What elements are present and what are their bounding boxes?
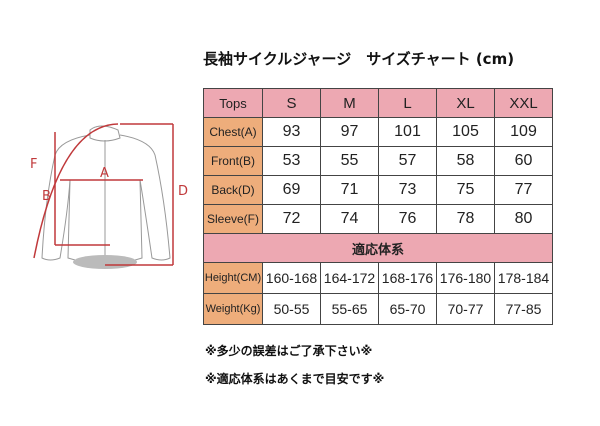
cell: 77 bbox=[494, 175, 553, 205]
cell: 58 bbox=[436, 146, 495, 176]
label-b: B bbox=[42, 189, 51, 204]
chart-title: 長袖サイクルジャージ サイズチャート (cm) bbox=[203, 50, 515, 68]
cell: 78 bbox=[436, 204, 495, 234]
note-tolerance: ※多少の誤差はご了承下さい※ bbox=[205, 344, 373, 358]
cell: 55-65 bbox=[320, 293, 379, 325]
cell: 60 bbox=[494, 146, 553, 176]
cell: 75 bbox=[436, 175, 495, 205]
size-header: XL bbox=[436, 88, 495, 118]
size-header: M bbox=[320, 88, 379, 118]
cell: 65-70 bbox=[378, 293, 437, 325]
cell: 105 bbox=[436, 117, 495, 147]
table-row: Sleeve(F) 72 74 76 78 80 bbox=[203, 204, 553, 234]
cell: 164-172 bbox=[320, 262, 379, 294]
body-type-banner: 適応体系 bbox=[203, 233, 553, 263]
cell: 50-55 bbox=[262, 293, 321, 325]
cell: 76 bbox=[378, 204, 437, 234]
table-row: Back(D) 69 71 73 75 77 bbox=[203, 175, 553, 205]
cell: 101 bbox=[378, 117, 437, 147]
table-row: Chest(A) 93 97 101 105 109 bbox=[203, 117, 553, 147]
size-table: Tops S M L XL XXL Chest(A) 93 97 101 105… bbox=[203, 88, 553, 325]
cell: 69 bbox=[262, 175, 321, 205]
cell: 80 bbox=[494, 204, 553, 234]
row-label: Front(B) bbox=[203, 146, 263, 176]
row-label: Sleeve(F) bbox=[203, 204, 263, 234]
header-row: Tops S M L XL XXL bbox=[203, 88, 553, 118]
row-label: Back(D) bbox=[203, 175, 263, 205]
table-row: Weight(Kg) 50-55 55-65 65-70 70-77 77-85 bbox=[203, 293, 553, 325]
cell: 93 bbox=[262, 117, 321, 147]
cell: 168-176 bbox=[378, 262, 437, 294]
cell: 77-85 bbox=[494, 293, 553, 325]
row-label: Weight(Kg) bbox=[203, 293, 263, 325]
row-label: Chest(A) bbox=[203, 117, 263, 147]
cell: 71 bbox=[320, 175, 379, 205]
label-a: A bbox=[100, 166, 109, 181]
cell: 178-184 bbox=[494, 262, 553, 294]
banner-row: 適応体系 bbox=[203, 233, 553, 263]
cell: 72 bbox=[262, 204, 321, 234]
cell: 97 bbox=[320, 117, 379, 147]
table-row: Front(B) 53 55 57 58 60 bbox=[203, 146, 553, 176]
corner-cell: Tops bbox=[203, 88, 263, 118]
label-f: F bbox=[30, 157, 37, 172]
size-header: S bbox=[262, 88, 321, 118]
cell: 70-77 bbox=[436, 293, 495, 325]
jacket-diagram: A B D F bbox=[30, 123, 188, 269]
cell: 57 bbox=[378, 146, 437, 176]
row-label: Height(CM) bbox=[203, 262, 263, 294]
cell: 53 bbox=[262, 146, 321, 176]
size-header: L bbox=[378, 88, 437, 118]
cell: 74 bbox=[320, 204, 379, 234]
note-guideline: ※適応体系はあくまで目安です※ bbox=[205, 372, 385, 386]
cell: 176-180 bbox=[436, 262, 495, 294]
cell: 160-168 bbox=[262, 262, 321, 294]
cell: 55 bbox=[320, 146, 379, 176]
cell: 109 bbox=[494, 117, 553, 147]
cell: 73 bbox=[378, 175, 437, 205]
label-d: D bbox=[178, 184, 188, 199]
size-header: XXL bbox=[494, 88, 553, 118]
table-row: Height(CM) 160-168 164-172 168-176 176-1… bbox=[203, 262, 553, 294]
